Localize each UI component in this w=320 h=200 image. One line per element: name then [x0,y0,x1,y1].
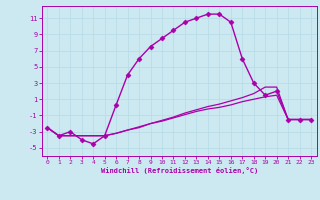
X-axis label: Windchill (Refroidissement éolien,°C): Windchill (Refroidissement éolien,°C) [100,167,258,174]
